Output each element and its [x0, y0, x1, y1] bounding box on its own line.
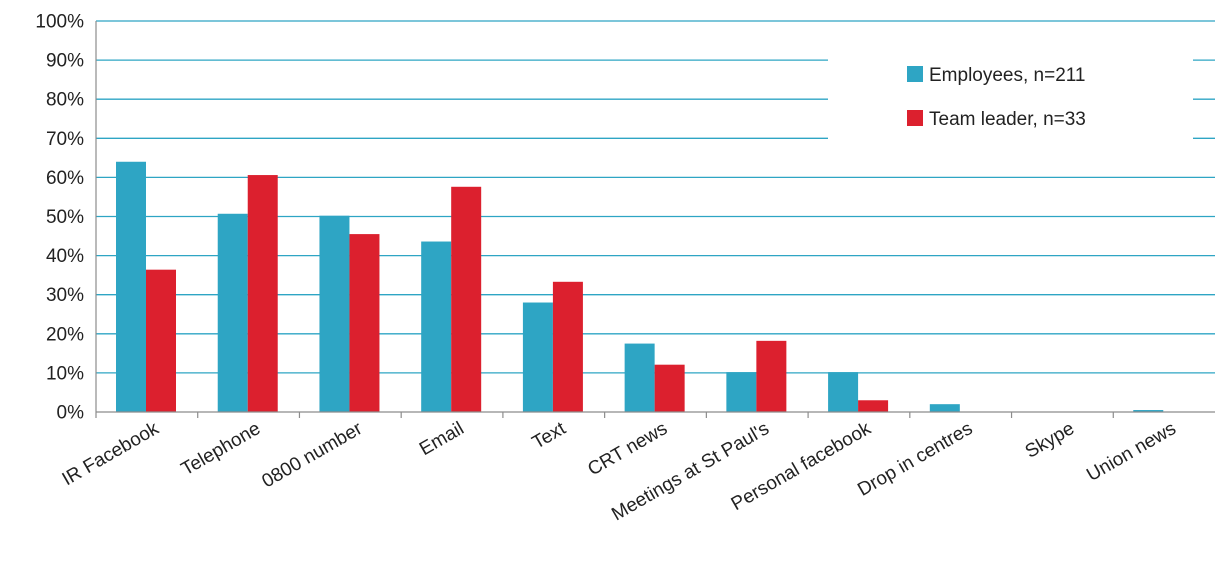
- legend-label: Employees, n=211: [929, 65, 1086, 86]
- category-label: Text: [529, 418, 570, 454]
- bar-team-leader: [349, 234, 380, 412]
- y-tick-label: 0%: [57, 403, 85, 424]
- bar-employees: [624, 343, 655, 412]
- category-label: Skype: [1022, 418, 1078, 463]
- legend-box: [828, 46, 1193, 146]
- y-tick-label: 80%: [46, 90, 84, 111]
- bar-team-leader: [858, 400, 889, 412]
- y-tick-label: 10%: [46, 363, 84, 384]
- legend-label: Team leader, n=33: [929, 109, 1086, 130]
- bar-employees: [421, 241, 452, 412]
- legend-swatch: [907, 66, 923, 82]
- bar-employees: [217, 213, 248, 412]
- bar-employees: [116, 161, 146, 412]
- category-label: Telephone: [178, 418, 264, 480]
- bar-team-leader: [552, 281, 583, 412]
- y-tick-label: 20%: [46, 324, 84, 345]
- category-label: Drop in centres: [854, 418, 976, 501]
- bar-employees: [726, 372, 757, 412]
- bar-employees: [929, 404, 960, 412]
- category-label: 0800 number: [258, 418, 366, 493]
- category-label: IR Facebook: [59, 418, 163, 490]
- legend-swatch: [907, 110, 923, 126]
- category-label: CRT news: [584, 418, 671, 480]
- y-tick-label: 100%: [35, 12, 84, 33]
- y-tick-label: 70%: [46, 129, 84, 150]
- y-tick-label: 90%: [46, 51, 84, 72]
- bar-team-leader: [654, 364, 685, 412]
- gridlines: [96, 20, 1215, 374]
- y-tick-label: 50%: [46, 207, 84, 228]
- bar-team-leader: [247, 175, 278, 412]
- category-label: Email: [416, 418, 468, 460]
- bar-employees: [828, 372, 859, 412]
- category-label: Union news: [1083, 418, 1179, 486]
- bar-team-leader: [451, 186, 482, 412]
- bar-employees: [1133, 410, 1164, 412]
- legend: Employees, n=211 Team leader, n=33: [828, 46, 1193, 146]
- y-tick-label: 40%: [46, 246, 84, 267]
- y-tick-label: 30%: [46, 285, 84, 306]
- bar-employees: [522, 302, 553, 412]
- bar-team-leader: [146, 269, 176, 412]
- bar-employees: [319, 215, 350, 412]
- bar-team-leader: [756, 340, 787, 412]
- bars: [116, 161, 1164, 412]
- y-tick-label: 60%: [46, 168, 84, 189]
